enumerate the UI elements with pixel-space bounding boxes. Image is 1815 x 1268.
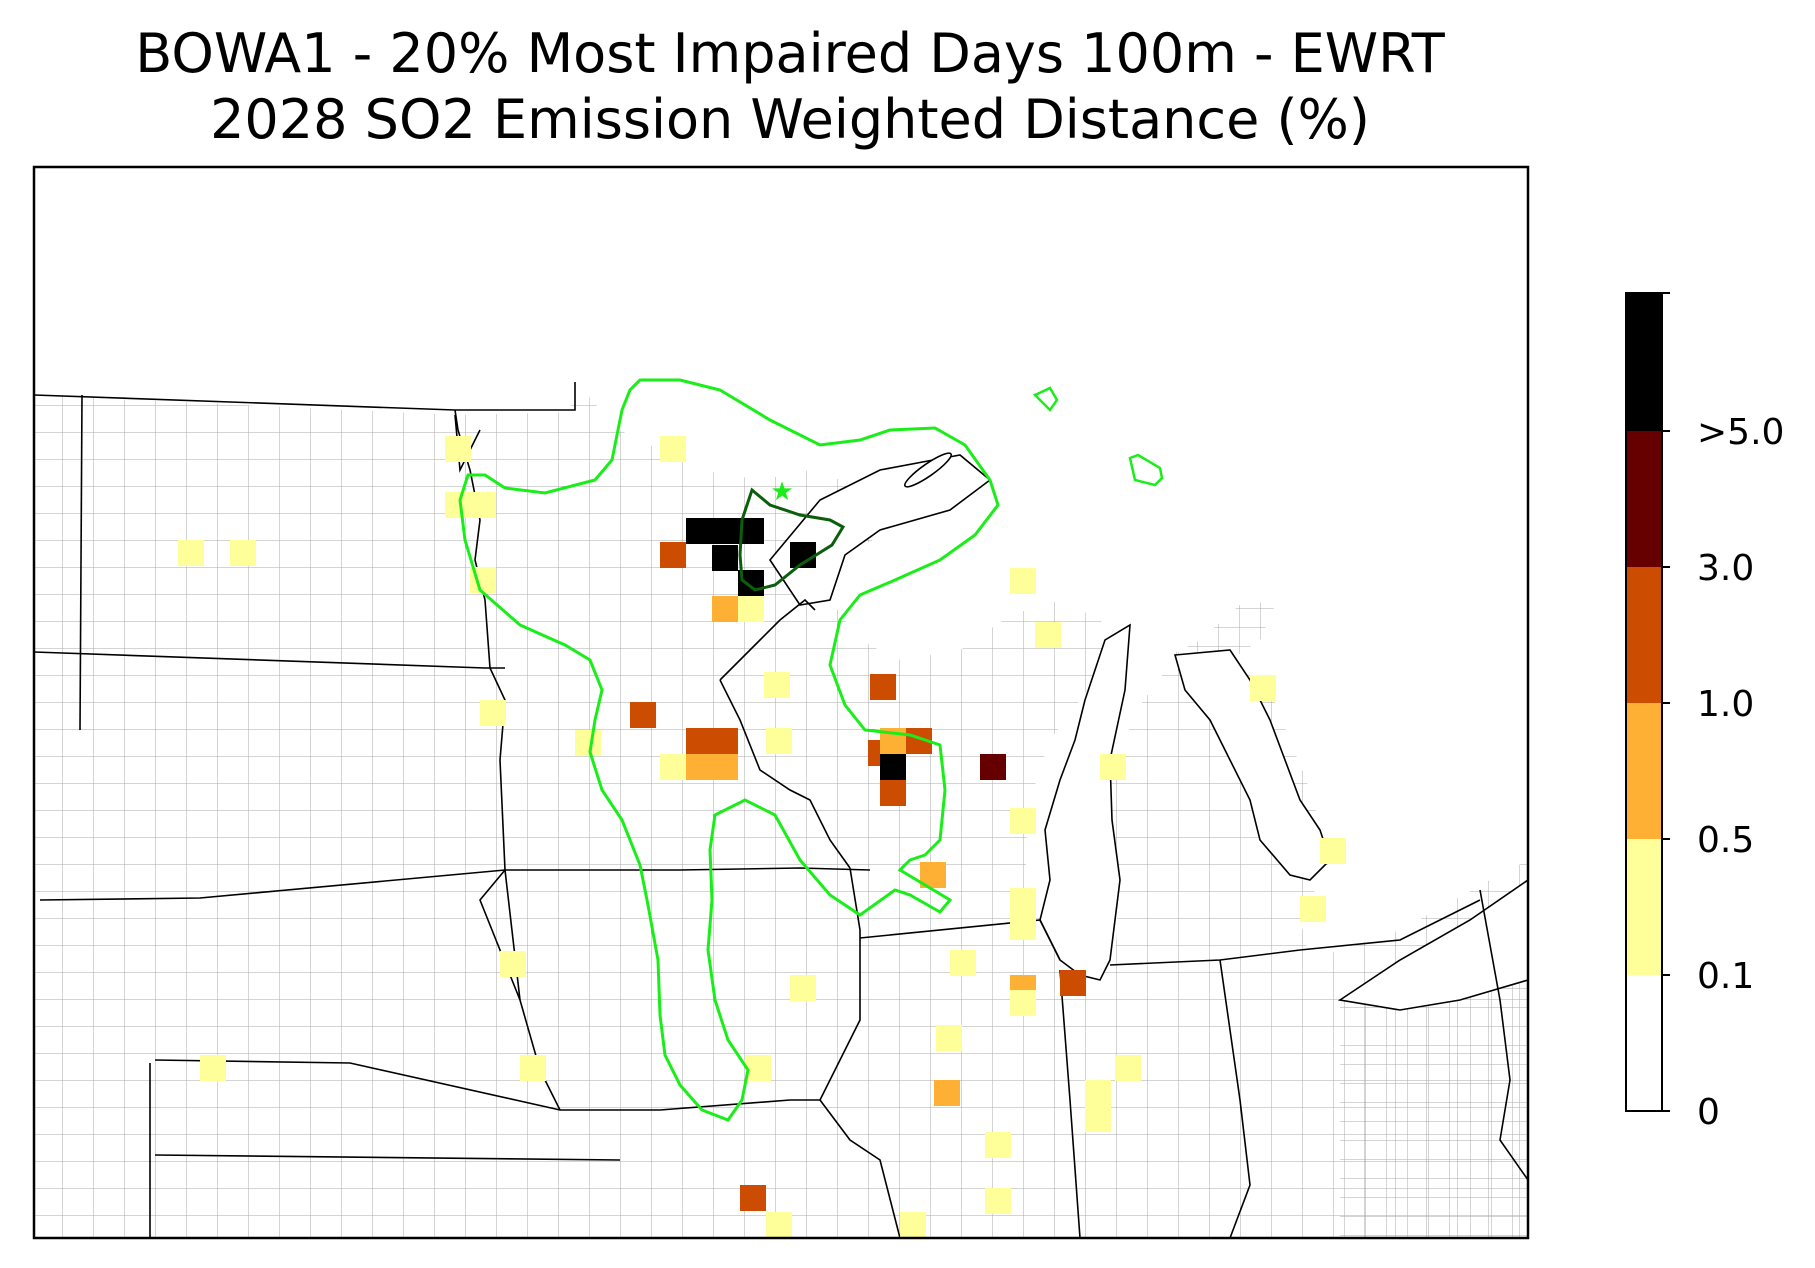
map-frame xyxy=(32,165,1530,1240)
colorbar-label-0-1: 0.1 xyxy=(1697,956,1755,997)
colorbar-swatch xyxy=(1626,431,1662,567)
emission-cell xyxy=(686,728,712,754)
colorbar-label-0: 0 xyxy=(1697,1092,1720,1133)
island-contour-1 xyxy=(1032,386,1059,412)
colorbar-swatch xyxy=(1626,293,1662,431)
emission-cell xyxy=(980,754,1006,780)
emission-cell xyxy=(1085,1080,1111,1106)
emission-cell xyxy=(790,975,816,1001)
emission-cell xyxy=(1010,914,1036,940)
emission-cell xyxy=(1320,838,1346,864)
state-borders xyxy=(34,382,1528,1238)
emission-cell xyxy=(660,436,686,462)
emission-cell xyxy=(985,1132,1011,1158)
colorbar xyxy=(1625,292,1670,1112)
emission-cell xyxy=(766,1212,792,1238)
emission-cell xyxy=(230,540,256,566)
contours xyxy=(458,378,1164,1122)
emission-cell xyxy=(712,728,738,754)
emission-cell xyxy=(934,1080,960,1106)
emission-cell xyxy=(936,1025,962,1051)
emission-cell xyxy=(520,1055,546,1081)
emission-cell xyxy=(445,436,471,462)
emission-cell xyxy=(200,1055,226,1081)
emission-cell xyxy=(900,1212,926,1238)
emission-cell xyxy=(745,1055,771,1081)
emission-cell xyxy=(1010,990,1036,1016)
colorbar-label-3-0: 3.0 xyxy=(1697,548,1755,589)
emission-cell xyxy=(575,730,601,756)
colorbar-label-1-0: 1.0 xyxy=(1697,684,1755,725)
inner-contour xyxy=(738,487,846,592)
emission-cell xyxy=(870,674,896,700)
emission-cell xyxy=(766,728,792,754)
emission-cell xyxy=(630,702,656,728)
emission-cell xyxy=(480,700,506,726)
emission-cell xyxy=(178,540,204,566)
emission-cell xyxy=(445,492,471,518)
emission-cell xyxy=(880,780,906,806)
emission-cell xyxy=(1060,970,1086,996)
emission-cell xyxy=(1115,1055,1141,1081)
emission-cell xyxy=(1035,622,1061,648)
emission-cell xyxy=(712,545,738,571)
emission-cell xyxy=(1010,888,1036,914)
emission-cell xyxy=(500,951,526,977)
emission-cell xyxy=(1100,754,1126,780)
emission-cell xyxy=(738,596,764,622)
emission-cell xyxy=(1085,1106,1111,1132)
colorbar-label-0-5: 0.5 xyxy=(1697,820,1755,861)
colorbar-label-5-0: >5.0 xyxy=(1697,412,1785,453)
emission-cell xyxy=(764,672,790,698)
colorbar-swatch xyxy=(1626,839,1662,975)
map-area: ★ xyxy=(34,378,1528,1238)
emission-cell xyxy=(1250,675,1276,701)
emission-cell xyxy=(712,754,738,780)
star-icon: ★ xyxy=(770,477,793,507)
outer-contour xyxy=(458,378,1000,1122)
emission-cell xyxy=(660,754,686,780)
emission-cell xyxy=(880,754,906,780)
colorbar-swatch xyxy=(1626,567,1662,703)
emission-cell xyxy=(712,518,738,544)
emission-cell xyxy=(950,950,976,976)
emission-cell xyxy=(470,492,496,518)
map-title-line-2: 2028 SO2 Emission Weighted Distance (%) xyxy=(210,88,1370,151)
emission-cell xyxy=(1300,896,1326,922)
colorbar-swatch xyxy=(1626,703,1662,839)
map-title-line-1: BOWA1 - 20% Most Impaired Days 100m - EW… xyxy=(135,22,1445,85)
emission-cell xyxy=(1010,568,1036,594)
colorbar-swatch xyxy=(1626,975,1662,1111)
emission-cell xyxy=(1010,808,1036,834)
emission-cell xyxy=(686,754,712,780)
emission-cell xyxy=(740,1185,766,1211)
emission-cell xyxy=(712,596,738,622)
island-contour-2 xyxy=(1128,453,1164,487)
emission-cell xyxy=(985,1188,1011,1214)
emission-cell xyxy=(686,518,712,544)
emission-cell xyxy=(660,542,686,568)
